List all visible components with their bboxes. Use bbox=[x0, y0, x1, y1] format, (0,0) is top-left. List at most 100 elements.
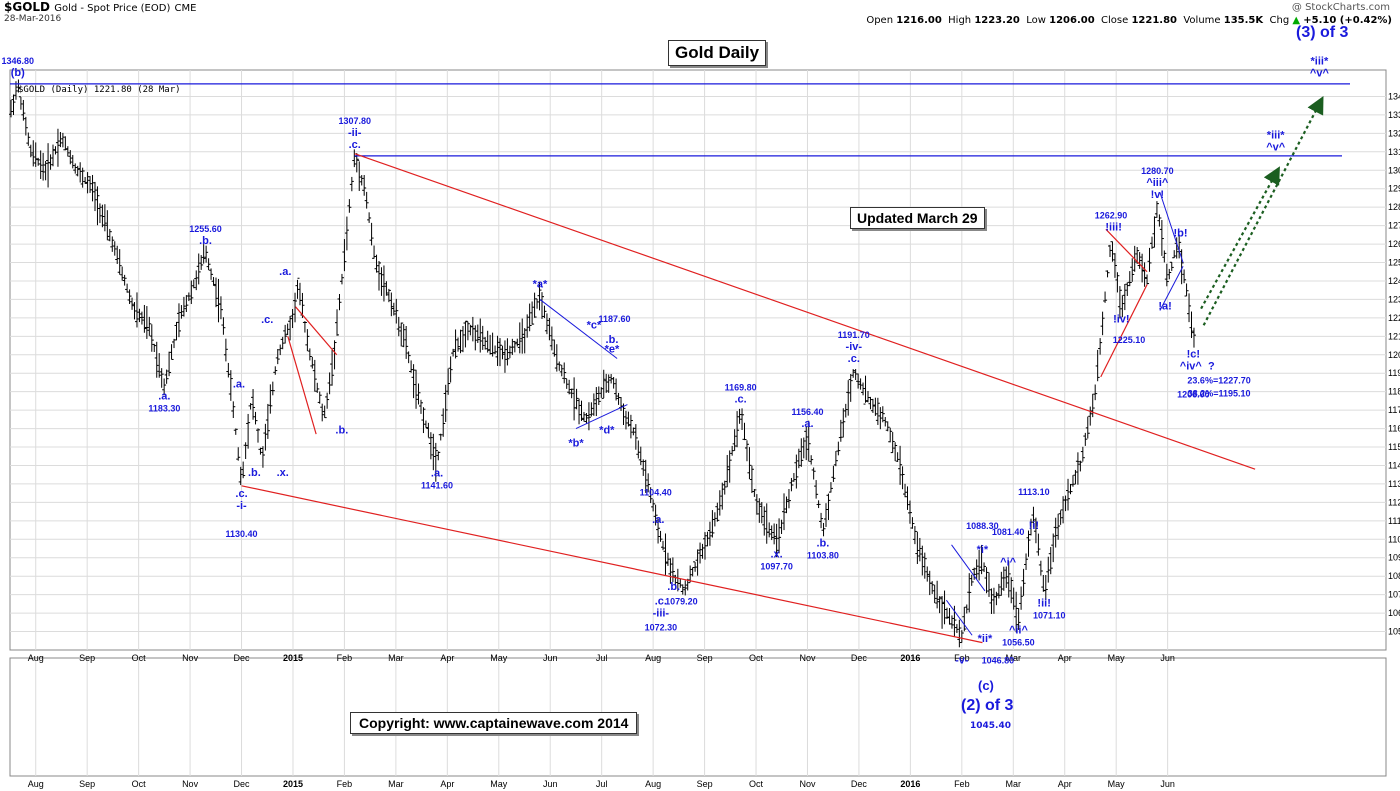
wave-annotation: .b. bbox=[335, 424, 348, 436]
wave-annotation: *e* bbox=[605, 343, 620, 355]
red-trendline-small bbox=[295, 306, 338, 356]
blue-trendline bbox=[539, 299, 618, 359]
wave-c-label: (c) bbox=[978, 678, 994, 693]
red-trendline-small bbox=[1105, 228, 1148, 273]
y-tick-label: 1310 bbox=[1388, 147, 1400, 157]
x-tick-label: 2016 bbox=[900, 779, 920, 789]
y-tick-label: 1190 bbox=[1388, 368, 1400, 378]
y-tick-label: 1220 bbox=[1388, 313, 1400, 323]
x-tick-label: Jul bbox=[596, 779, 608, 789]
chart-date: 28-Mar-2016 bbox=[4, 14, 62, 24]
wave-annotation: .b. bbox=[248, 467, 261, 479]
wave-annotation: 1071.10 bbox=[1033, 611, 1066, 621]
x-tick-label: 2016 bbox=[900, 653, 920, 663]
y-tick-label: 1230 bbox=[1388, 294, 1400, 304]
wave-annotation: 1280.70 bbox=[1141, 166, 1174, 176]
y-tick-label: 1260 bbox=[1388, 239, 1400, 249]
y-tick-label: 1330 bbox=[1388, 110, 1400, 120]
x-tick-label: May bbox=[490, 653, 508, 663]
blue-trendline bbox=[945, 599, 973, 636]
x-tick-label: Mar bbox=[1006, 653, 1022, 663]
x-tick-label: Dec bbox=[851, 779, 868, 789]
wave-annotation: *c* bbox=[587, 319, 602, 331]
wave-annotation: *iii* bbox=[1267, 129, 1285, 141]
wave-annotation: ^v^ bbox=[1266, 141, 1286, 153]
y-tick-label: 1320 bbox=[1388, 128, 1400, 138]
low-value-label: 1045.40 bbox=[970, 721, 1011, 731]
x-tick-label: Oct bbox=[132, 779, 147, 789]
wave-annotation: !i! bbox=[1029, 520, 1039, 532]
change-arrow: ▲ bbox=[1292, 15, 1301, 26]
y-tick-label: 1280 bbox=[1388, 202, 1400, 212]
y-tick-label: 1130 bbox=[1388, 479, 1400, 489]
wave-annotation: .x. bbox=[277, 467, 289, 479]
wave-annotation: .x. bbox=[770, 549, 782, 561]
x-tick-label: Nov bbox=[182, 779, 199, 789]
blue-trendline bbox=[575, 404, 628, 430]
x-tick-label: Sep bbox=[79, 779, 95, 789]
x-tick-label: Feb bbox=[337, 779, 353, 789]
x-tick-label: May bbox=[490, 779, 508, 789]
x-tick-label: Jun bbox=[1160, 653, 1175, 663]
wave-annotation: .b. bbox=[816, 537, 829, 549]
wave-annotation: .c. bbox=[261, 314, 273, 326]
y-tick-label: 1100 bbox=[1388, 534, 1400, 544]
x-tick-label: May bbox=[1108, 779, 1126, 789]
chart-title: Gold Daily bbox=[668, 40, 767, 66]
wave-annotation: ^i^ bbox=[1000, 557, 1016, 569]
y-tick-label: 1300 bbox=[1388, 165, 1400, 175]
wave-annotation: !a! bbox=[1158, 301, 1171, 313]
wave-annotation: 1262.90 bbox=[1095, 211, 1128, 221]
copyright-note: Copyright: www.captainewave.com 2014 bbox=[350, 712, 638, 734]
x-tick-label: Nov bbox=[799, 653, 816, 663]
blue-trendline bbox=[1159, 265, 1184, 311]
y-tick-label: 1180 bbox=[1388, 387, 1400, 397]
x-tick-label: May bbox=[1108, 653, 1126, 663]
wave-annotation: ^iv^ bbox=[1180, 361, 1203, 373]
x-tick-label: Oct bbox=[749, 653, 764, 663]
x-tick-label: Sep bbox=[697, 779, 713, 789]
y-tick-label: 1270 bbox=[1388, 221, 1400, 231]
y-tick-label: 1340 bbox=[1388, 91, 1400, 101]
x-tick-label: Nov bbox=[799, 779, 816, 789]
wave-3-label: (3) of 3 bbox=[1296, 24, 1349, 41]
x-tick-label: Dec bbox=[851, 653, 868, 663]
wave-annotation: 1103.80 bbox=[807, 550, 839, 560]
low-value: 1206.00 bbox=[1049, 15, 1095, 26]
blue-trendline bbox=[951, 544, 986, 592]
x-tick-label: Jun bbox=[1160, 779, 1175, 789]
wave-annotation: *d* bbox=[599, 424, 615, 436]
blue-trendline bbox=[1159, 192, 1184, 263]
x-tick-label: Aug bbox=[28, 653, 44, 663]
symbol-line: $GOLD Gold - Spot Price (EOD) CME bbox=[4, 0, 196, 14]
wave-annotation: ^ii^ bbox=[1009, 625, 1029, 637]
x-tick-label: Nov bbox=[182, 653, 199, 663]
wave-annotation: *iii* bbox=[1311, 55, 1329, 67]
x-tick-label: Mar bbox=[388, 653, 404, 663]
y-tick-label: 1110 bbox=[1388, 516, 1400, 526]
wave-annotation: !v! bbox=[1151, 189, 1164, 201]
x-tick-label: Sep bbox=[697, 653, 713, 663]
wave-annotation: -iii- bbox=[653, 607, 670, 619]
x-tick-label: Feb bbox=[954, 779, 970, 789]
wave-annotation: .a. bbox=[158, 391, 170, 403]
y-tick-label: 1090 bbox=[1388, 553, 1400, 563]
change-value: +5.10 (+0.42%) bbox=[1303, 15, 1392, 26]
wave-annotation: -i- bbox=[236, 500, 247, 512]
wave-annotation: 1187.60 bbox=[599, 314, 631, 324]
wave-annotation: *i* bbox=[977, 544, 989, 556]
wave-annotation: .a. bbox=[279, 266, 291, 278]
wave-2-label: (2) of 3 bbox=[961, 697, 1014, 714]
wave-annotation: -v- bbox=[955, 654, 969, 666]
wave-annotation: .b. bbox=[199, 235, 212, 247]
wave-annotation: !ii! bbox=[1037, 598, 1050, 610]
wave-annotation: .b. bbox=[667, 581, 680, 593]
x-tick-label: Dec bbox=[234, 653, 251, 663]
x-tick-label: Aug bbox=[645, 779, 661, 789]
x-tick-label: 2015 bbox=[283, 653, 303, 663]
wave-annotation: 1169.80 bbox=[725, 382, 757, 392]
volume-value: 135.5K bbox=[1223, 15, 1264, 26]
wave-annotation: 1056.50 bbox=[1002, 638, 1035, 648]
wave-annotation: 1046.80 bbox=[982, 655, 1015, 665]
